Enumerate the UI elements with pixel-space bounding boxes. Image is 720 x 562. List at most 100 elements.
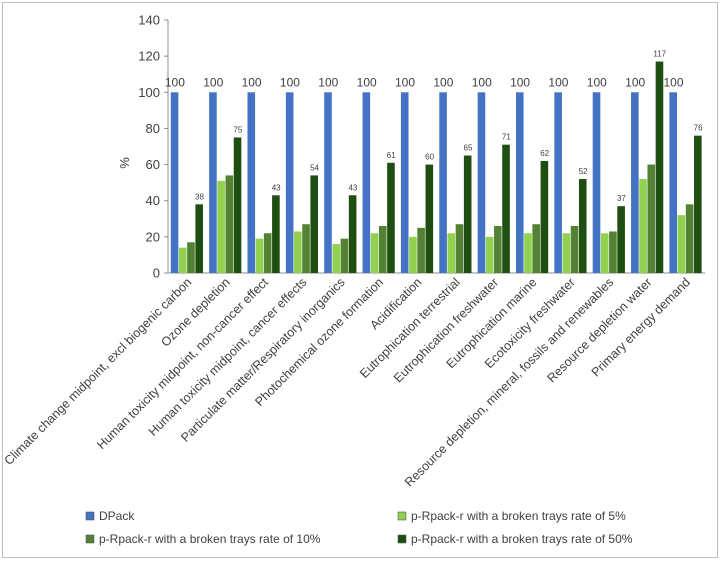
data-label-series-3-10: 52	[579, 167, 588, 176]
data-label-series-3-0: 38	[195, 192, 204, 201]
data-label-series-0-12: 100	[625, 75, 645, 89]
data-label-series-3-6: 60	[425, 153, 434, 162]
bar-series-1-13	[677, 215, 686, 273]
bar-series-1-6	[409, 236, 417, 273]
data-label-series-0-10: 100	[548, 75, 568, 89]
bar-series-2-1	[225, 175, 234, 273]
y-tick-label: 80	[146, 121, 160, 136]
data-label-series-0-11: 100	[587, 75, 607, 89]
bar-series-2-8	[494, 226, 502, 273]
bar-chart: 0 20 40 60 80 100 120 140 100 100 100 100 100 100 100…	[2, 13, 705, 546]
bar-series-1-12	[639, 179, 647, 273]
category-labels: Climate change midpoint, excl biogenic c…	[2, 275, 693, 490]
bar-series-1-5	[370, 233, 379, 273]
bar-series-1-7	[447, 233, 456, 273]
bar-series-2-10	[570, 226, 579, 273]
y-axis-title: %	[117, 157, 132, 169]
bar-series-3-12	[655, 61, 664, 274]
bar-series-3-4	[348, 195, 357, 273]
bar-series-3-10	[578, 179, 587, 273]
y-tick-label: 0	[153, 266, 160, 281]
category-label-2: Human toxicity midpoint, non-cancer effe…	[94, 275, 271, 452]
bar-series-0-11	[592, 92, 601, 273]
bar-series-3-13	[694, 135, 702, 273]
bar-series-2-6	[417, 227, 425, 273]
legend-label-2: p-Rpack-r with a broken trays rate of 10…	[99, 532, 321, 546]
data-label-series-3-9: 62	[540, 149, 549, 158]
bar-series-1-4	[332, 244, 341, 273]
y-tick-label: 100	[138, 85, 160, 100]
data-label-series-3-13: 76	[694, 124, 703, 133]
bar-series-2-4	[340, 238, 349, 273]
bar-series-3-3	[310, 175, 319, 273]
bar-series-3-8	[502, 144, 510, 273]
data-label-series-3-7: 65	[464, 144, 473, 153]
bar-series-1-3	[294, 231, 302, 273]
bar-series-3-9	[540, 160, 549, 273]
bar-series-0-0	[170, 92, 179, 273]
y-tick-label: 140	[138, 13, 160, 28]
bar-series-2-0	[187, 242, 195, 273]
legend-swatch-1	[397, 511, 407, 521]
bar-series-2-3	[302, 224, 310, 273]
data-label-series-3-3: 54	[310, 163, 319, 172]
bar-series-2-5	[378, 226, 387, 273]
y-tick-label: 120	[138, 49, 160, 64]
bar-series-2-12	[647, 164, 656, 273]
bar-series-3-0	[195, 204, 203, 273]
y-tick-label: 60	[146, 157, 160, 172]
legend: DPack p-Rpack-r with a broken trays rate …	[85, 509, 633, 546]
data-label-series-0-0: 100	[165, 75, 185, 89]
data-label-series-3-5: 61	[387, 151, 396, 160]
category-label-1: Ozone depletion	[158, 275, 232, 349]
legend-swatch-2	[85, 534, 95, 544]
bar-series-0-7	[439, 92, 447, 273]
data-label-series-0-5: 100	[357, 75, 377, 89]
bar-series-3-5	[387, 162, 395, 273]
data-label-series-0-3: 100	[280, 75, 300, 89]
bar-series-3-6	[425, 164, 434, 273]
bar-series-1-2	[255, 238, 264, 273]
bar-series-0-2	[247, 92, 256, 273]
data-label-series-3-1: 75	[233, 125, 242, 134]
bar-series-3-2	[272, 195, 280, 273]
bar-series-1-10	[562, 233, 571, 273]
bar-series-0-8	[477, 92, 486, 273]
bar-series-0-1	[209, 92, 217, 273]
bar-series-1-11	[600, 233, 609, 273]
data-label-series-0-2: 100	[242, 75, 262, 89]
legend-label-3: p-Rpack-r with a broken trays rate of 50…	[411, 532, 633, 546]
bar-series-3-11	[617, 206, 625, 273]
data-label-series-0-13: 100	[664, 75, 684, 89]
legend-swatch-0	[85, 511, 95, 521]
bar-series-0-9	[515, 92, 524, 273]
data-label-series-0-1: 100	[203, 75, 223, 89]
data-label-series-0-9: 100	[510, 75, 530, 89]
data-label-series-3-8: 71	[502, 133, 511, 142]
bar-series-0-4	[324, 92, 332, 273]
bar-series-2-7	[455, 224, 464, 273]
legend-swatch-3	[397, 534, 407, 544]
data-label-series-0-8: 100	[472, 75, 492, 89]
data-label-series-0-6: 100	[395, 75, 415, 89]
data-label-series-3-2: 43	[272, 183, 281, 192]
bar-series-1-1	[217, 180, 225, 273]
data-label-series-3-12: 117	[653, 50, 666, 59]
bar-series-0-13	[669, 92, 678, 273]
y-tick-label: 20	[146, 229, 160, 244]
bar-series-0-10	[554, 92, 562, 273]
bar-series-1-8	[485, 236, 494, 273]
legend-label-0: DPack	[99, 509, 135, 523]
bar-series-0-12	[631, 92, 639, 273]
bar-series-1-0	[178, 247, 187, 273]
bar-series-0-6	[400, 92, 409, 273]
bar-series-2-9	[532, 224, 540, 273]
data-labels: 100 100 100 100 100 100 100 100 100 100 100 100 100 1…	[165, 50, 703, 204]
bar-series-1-9	[524, 233, 532, 273]
bar-series-0-5	[362, 92, 371, 273]
legend-label-1: p-Rpack-r with a broken trays rate of 5%	[411, 509, 626, 523]
data-label-series-3-4: 43	[348, 183, 357, 192]
data-label-series-3-11: 37	[617, 194, 626, 203]
y-tick-label: 40	[146, 193, 160, 208]
